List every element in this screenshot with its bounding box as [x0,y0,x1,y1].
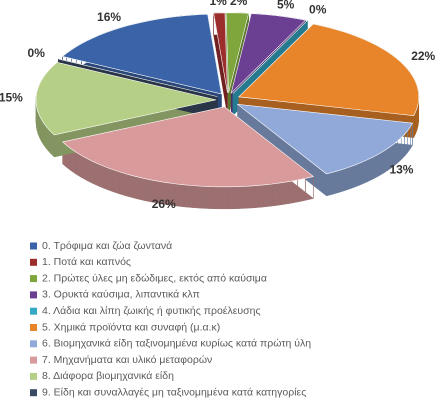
legend-label: 1. Ποτά και καπνός [42,256,131,268]
slice [238,23,420,116]
slice-label: 16% [97,10,121,24]
slice-label: 22% [411,49,435,63]
legend-swatch [30,275,37,283]
slice-label: 2% [230,0,248,8]
legend-swatch [30,340,37,348]
slice [61,13,222,95]
slice [225,12,250,93]
slice-label: 0% [28,46,46,60]
legend-label: 6. Βιομηχανικά είδη ταξινομημένα κυρίως … [42,338,311,350]
legend-swatch [30,372,37,380]
slice-label: 1% [209,0,227,8]
legend-label: 0. Τρόφιμα και ζώα ζωντανά [42,240,172,252]
slice [35,61,217,136]
slice [58,58,218,97]
legend-swatch [30,324,37,331]
legend-swatch [30,307,37,315]
pie-tops [35,12,420,188]
legend-label: 2. Πρώτες ύλες μη εδώδιμες, εκτός από κα… [42,272,267,284]
slice [236,103,414,175]
slice-label: 26% [152,197,176,211]
legend-label: 5. Χημικά προϊόντα και συναφή (μ.α.κ) [42,321,220,333]
slice-label: 15% [0,90,23,104]
legend-label: 7. Μηχανήματα και υλικό μεταφορών [42,354,212,366]
slice-label: 13% [389,162,413,176]
legend-swatch [30,258,37,266]
legend: 0. Τρόφιμα και ζώα ζωντανά 1. Ποτά και κα… [30,240,311,398]
pie-labels: 16% 1% 2% 5% 0% 22% 13% 26% 15% 0% [0,0,436,211]
legend-swatch [30,356,37,364]
slice-label: 0% [309,3,327,17]
legend-swatch [30,291,37,299]
legend-label: 8. Διάφορα βιομηχανικά είδη [42,370,174,382]
legend-swatch [30,242,37,250]
slice [230,13,307,95]
slice-label: 5% [277,0,295,11]
slice [62,106,315,188]
slice [232,20,308,94]
legend-label: 4. Λάδια και λίπη ζωικής ή φυτικής προέλ… [42,305,261,317]
slice [213,12,228,93]
legend-label: 3. Ορυκτά καύσιμα, λιπαντικά κλπ [42,289,200,301]
legend-swatch [30,389,37,397]
legend-label: 9. Είδη και συναλλαγές μη ταξινομημένα κ… [42,386,306,398]
